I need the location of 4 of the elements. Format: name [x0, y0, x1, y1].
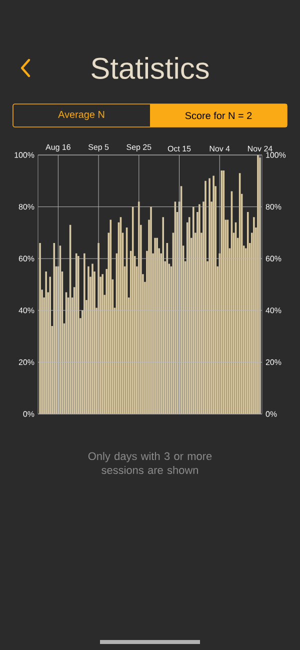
- text: Average N: [58, 111, 104, 120]
- text: Only days with 3 or more sessions are shown: [88, 452, 212, 474]
- chart-title: Statistics: [92, 57, 209, 79]
- text: Score for N = 2: [185, 112, 252, 120]
